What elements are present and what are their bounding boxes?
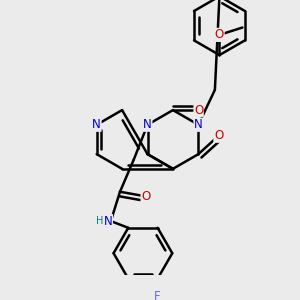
- Text: O: O: [141, 190, 150, 203]
- Text: N: N: [194, 118, 203, 131]
- Text: H: H: [96, 216, 103, 226]
- Text: O: O: [214, 129, 223, 142]
- Text: O: O: [215, 28, 224, 41]
- Text: O: O: [194, 103, 203, 117]
- Text: N: N: [143, 118, 152, 131]
- Text: N: N: [92, 118, 101, 131]
- Text: N: N: [104, 214, 112, 228]
- Text: F: F: [154, 290, 161, 300]
